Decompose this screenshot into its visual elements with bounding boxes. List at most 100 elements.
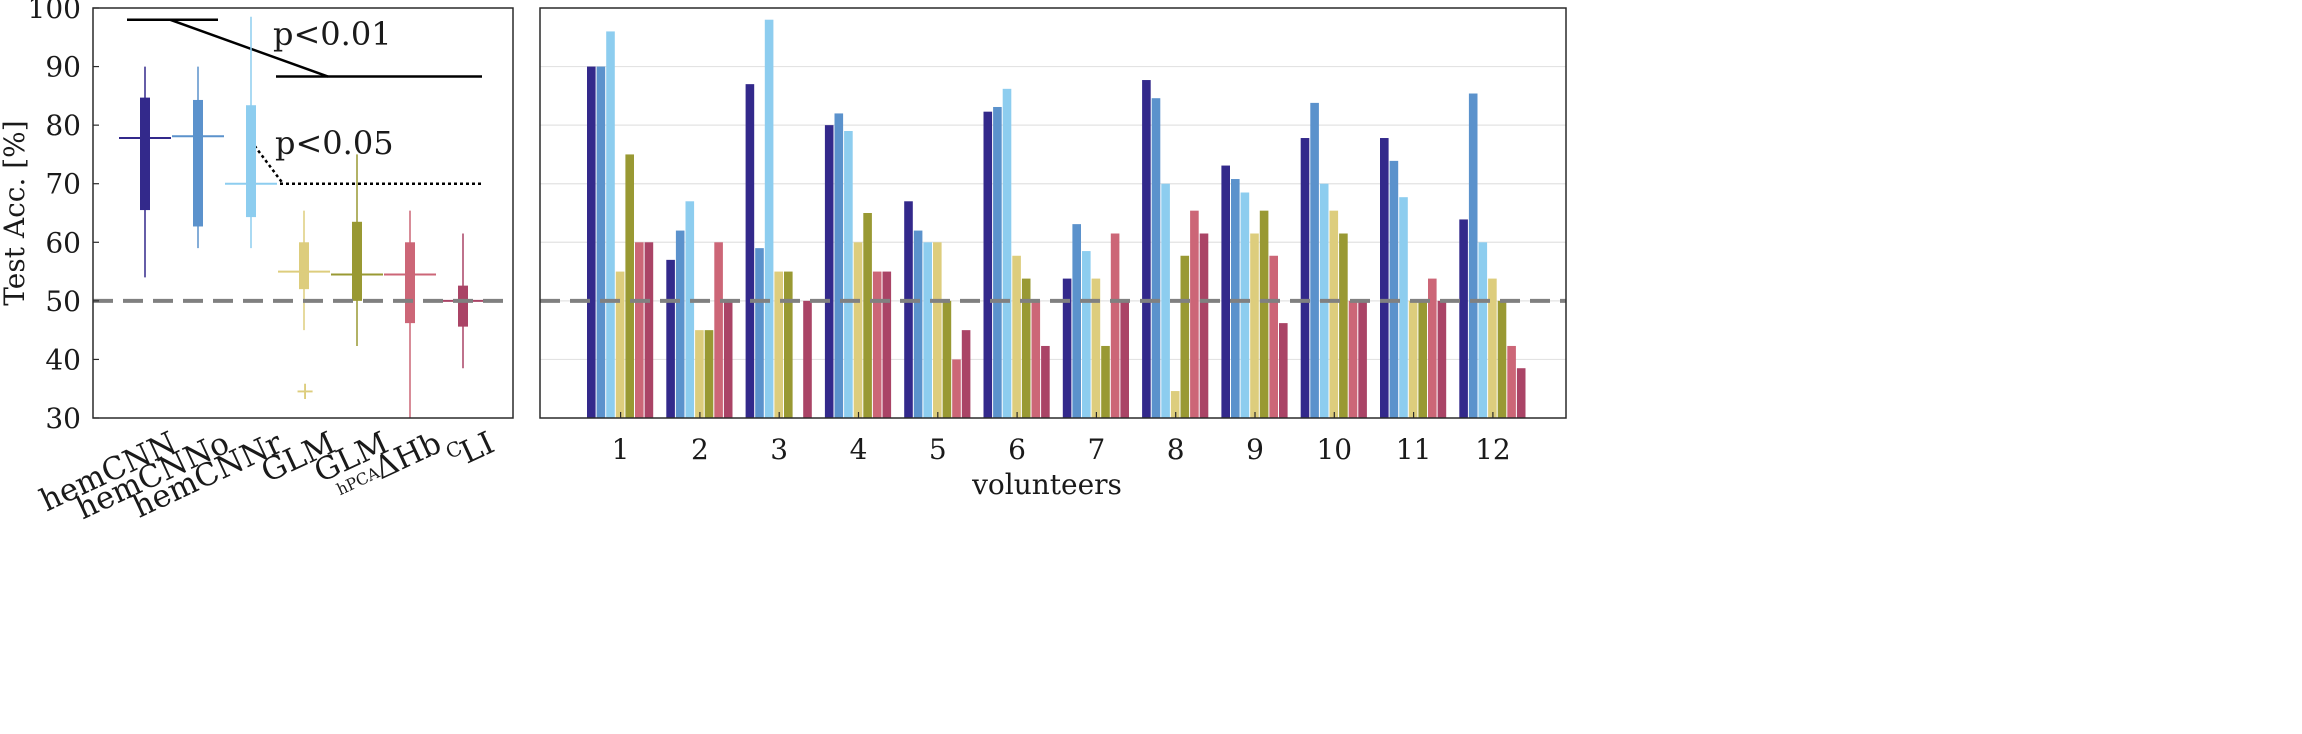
bar	[1310, 102, 1319, 418]
bar	[1300, 138, 1310, 418]
x-tick-label: 4	[850, 433, 868, 466]
sig-label-p005: p<0.05	[275, 124, 394, 162]
bar	[1478, 242, 1488, 418]
x-tick-label: 8	[1167, 433, 1185, 466]
bar	[993, 106, 1002, 418]
bar	[1348, 300, 1358, 418]
bar	[1161, 183, 1170, 418]
x-tick-label: 10	[1316, 433, 1352, 466]
bar	[1002, 88, 1012, 418]
bar	[882, 271, 892, 418]
bar	[784, 271, 793, 418]
bar	[1459, 219, 1468, 418]
bar	[1221, 165, 1230, 418]
bar	[635, 242, 644, 418]
bar	[933, 242, 942, 418]
bar	[704, 330, 714, 418]
bar	[1101, 345, 1110, 418]
box-iqr	[405, 242, 415, 324]
sig-connector-solid	[169, 18, 329, 78]
x-tick-label: 11	[1396, 433, 1432, 466]
bar	[1437, 300, 1447, 418]
bar	[904, 201, 913, 418]
x-tick-label: 9	[1246, 433, 1264, 466]
bar	[1031, 300, 1041, 418]
bar	[1062, 278, 1072, 418]
bar	[1358, 300, 1367, 418]
bar	[1497, 300, 1507, 418]
bar	[1279, 323, 1288, 418]
bar	[1120, 300, 1129, 418]
bar	[755, 248, 764, 418]
x-tick-label: 6	[1008, 433, 1026, 466]
bar	[685, 201, 695, 418]
bar	[863, 213, 872, 418]
bar	[803, 300, 812, 418]
box-iqr	[140, 97, 150, 211]
bar	[872, 271, 882, 418]
bar	[615, 271, 625, 418]
boxplot-panel: p<0.01 p<0.05 +30 40 50 60 70 80 90 100 Test Acc. …	[0, 0, 514, 527]
bar	[1516, 368, 1526, 418]
boxplot-frame	[92, 7, 514, 419]
bar	[1488, 278, 1497, 418]
y-tick-label: 80	[45, 109, 81, 142]
bar	[923, 242, 932, 418]
bar	[1142, 80, 1151, 419]
bar	[952, 359, 961, 418]
box-outlier: +	[295, 377, 315, 405]
bar	[1151, 98, 1161, 418]
bar	[1259, 210, 1269, 418]
bar	[723, 300, 733, 418]
x-tick-label: 5	[929, 433, 947, 466]
bar	[1082, 251, 1091, 418]
y-tick-label: 60	[45, 226, 81, 259]
bar	[1072, 224, 1081, 418]
bar	[1190, 210, 1199, 418]
bar	[1012, 255, 1021, 418]
y-tick-label: 70	[45, 168, 81, 201]
bar	[1507, 345, 1516, 418]
sig-label-p001: p<0.01	[273, 15, 392, 53]
bar	[596, 66, 606, 419]
bar	[1110, 233, 1120, 418]
bar	[844, 131, 853, 418]
x-tick-label: 7	[1087, 433, 1105, 466]
bar	[834, 113, 844, 418]
x-axis-title: volunteers	[971, 468, 1122, 501]
bar	[644, 242, 654, 418]
bar	[745, 84, 755, 419]
sig-connector-dotted	[249, 140, 285, 185]
x-tick-label: 3	[770, 433, 788, 466]
bar	[824, 125, 834, 419]
box-iqr	[458, 285, 468, 327]
bar	[1180, 255, 1190, 418]
box-iqr	[193, 99, 203, 227]
y-tick-label: 50	[45, 285, 81, 318]
bar	[695, 330, 704, 418]
bar	[1231, 179, 1240, 418]
box-iqr	[352, 221, 362, 301]
y-axis-title: Test Acc. [%]	[0, 120, 31, 305]
bar	[1170, 391, 1180, 418]
box-iqr	[246, 105, 256, 218]
y-tick-label: 30	[45, 402, 81, 435]
x-category-text: LI	[455, 425, 500, 472]
bar	[961, 330, 971, 418]
y-tick-label: 90	[45, 51, 81, 84]
y-tick-label: 40	[45, 343, 81, 376]
bar	[1380, 138, 1389, 418]
bar	[714, 242, 723, 418]
x-category-label: LI	[455, 425, 500, 472]
bar	[764, 19, 774, 418]
bar	[1389, 160, 1399, 418]
bar	[1428, 278, 1437, 418]
bar	[606, 31, 615, 419]
bar	[1418, 300, 1427, 418]
box-iqr	[299, 242, 309, 290]
bar	[853, 242, 863, 418]
bar	[913, 230, 923, 418]
bar	[1240, 192, 1250, 418]
